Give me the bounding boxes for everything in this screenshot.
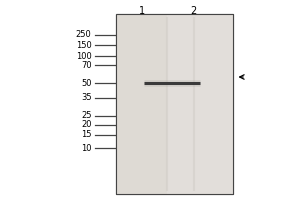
Text: 150: 150 [76, 41, 91, 50]
Bar [167, 14, 232, 194]
Text: 35: 35 [81, 93, 92, 102]
Bar [116, 14, 166, 194]
Text: 20: 20 [81, 120, 92, 129]
Bar [116, 14, 232, 194]
Text: 2: 2 [190, 6, 196, 16]
Text: 10: 10 [81, 144, 92, 153]
Text: 100: 100 [76, 52, 91, 61]
Bar [116, 14, 232, 194]
Text: 50: 50 [81, 79, 92, 88]
Text: 70: 70 [81, 61, 92, 70]
Text: 15: 15 [81, 130, 92, 139]
Text: 250: 250 [76, 30, 91, 39]
Text: 1: 1 [140, 6, 146, 16]
Text: 25: 25 [81, 111, 92, 120]
